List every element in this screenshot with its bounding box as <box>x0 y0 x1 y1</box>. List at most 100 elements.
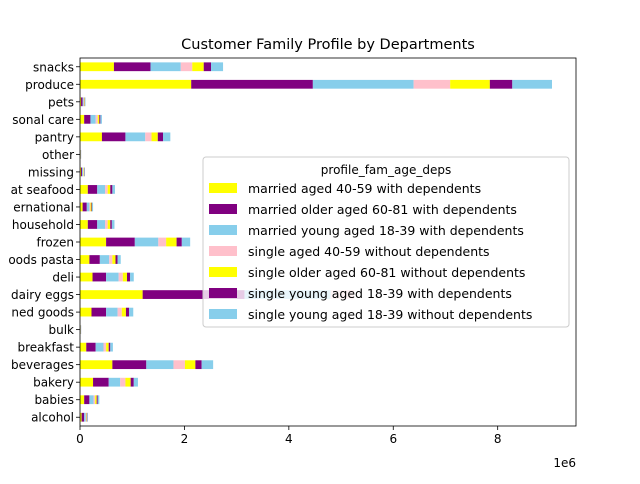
y-tick-label: pantry <box>35 130 74 144</box>
bar-meat-seafood-series-4 <box>108 185 111 194</box>
bar-household-series-4 <box>108 220 111 229</box>
bar-pets-series-2 <box>83 97 84 106</box>
bar-dry-goods-pasta-series-5 <box>116 255 118 264</box>
bar-beverages-series-5 <box>195 360 201 369</box>
y-tick-label: oods pasta <box>8 253 74 267</box>
y-tick-label: ned goods <box>11 306 74 320</box>
bar-personal-care-series-4 <box>98 115 100 124</box>
bar-household-series-1 <box>88 220 97 229</box>
bar-deli-series-0 <box>80 273 93 282</box>
bar-meat-seafood-series-5 <box>110 185 112 194</box>
bar-pantry-series-4 <box>152 132 158 141</box>
bar-pantry-series-2 <box>125 132 145 141</box>
bar-beverages-series-2 <box>146 360 173 369</box>
bar-meat-seafood-series-0 <box>80 185 88 194</box>
bar-alcohol-series-5 <box>87 413 88 422</box>
bar-international-series-2 <box>87 203 90 212</box>
bar-deli-series-5 <box>127 273 130 282</box>
y-tick-label: produce <box>25 78 74 92</box>
bar-pantry-series-5 <box>158 132 163 141</box>
bar-pets-series-1 <box>81 97 83 106</box>
legend-label: married older aged 60-81 with dependents <box>248 202 517 217</box>
bar-babies-series-3 <box>94 395 96 404</box>
bar-produce-series-2 <box>313 80 414 89</box>
y-tick-label: pets <box>48 95 74 109</box>
bar-pets-series-3 <box>84 97 85 106</box>
legend-label: married young aged 18-39 with dependents <box>248 223 524 238</box>
bar-meat-seafood-series-3 <box>105 185 108 194</box>
legend-title: profile_fam_age_deps <box>321 163 451 177</box>
bar-produce-series-3 <box>414 80 451 89</box>
bar-pantry-series-6 <box>163 132 170 141</box>
x-tick-label: 2 <box>181 432 189 446</box>
bar-meat-seafood-series-2 <box>97 185 105 194</box>
bar-beverages-series-0 <box>80 360 112 369</box>
bar-household-series-5 <box>110 220 112 229</box>
x-tick-label: 4 <box>285 432 293 446</box>
bar-bakery-series-2 <box>109 378 120 387</box>
bar-bakery-series-6 <box>134 378 138 387</box>
legend-swatch <box>209 309 237 319</box>
bar-bakery-series-4 <box>125 378 130 387</box>
x-tick-label: 8 <box>494 432 502 446</box>
bar-breakfast-series-6 <box>110 343 113 352</box>
legend-label: married aged 40-59 with dependents <box>248 181 481 196</box>
bar-dry-goods-pasta-series-1 <box>89 255 99 264</box>
bar-pantry-series-1 <box>102 132 125 141</box>
bar-produce-series-5 <box>490 80 512 89</box>
bar-dry-goods-pasta-series-0 <box>80 255 89 264</box>
bar-babies-series-2 <box>89 395 93 404</box>
bar-alcohol-series-6 <box>87 413 88 422</box>
bar-dry-goods-pasta-series-4 <box>112 255 115 264</box>
bar-pantry-series-0 <box>80 132 102 141</box>
bar-personal-care-series-0 <box>80 115 84 124</box>
bar-international-series-1 <box>83 203 87 212</box>
y-axis: alcoholbabiesbakerybeveragesbreakfastbul… <box>8 60 80 424</box>
bar-household-series-0 <box>80 220 88 229</box>
bar-produce-series-6 <box>512 80 552 89</box>
bar-alcohol-series-2 <box>84 413 86 422</box>
bar-babies-series-6 <box>98 395 100 404</box>
bar-canned-goods-series-3 <box>118 308 122 317</box>
bar-missing-series-3 <box>83 168 84 177</box>
bar-missing-series-2 <box>82 168 83 177</box>
chart-title: Customer Family Profile by Departments <box>181 37 475 53</box>
bar-household-series-6 <box>112 220 115 229</box>
bar-breakfast-series-3 <box>103 343 106 352</box>
bar-deli-series-2 <box>106 273 119 282</box>
bar-household-series-3 <box>105 220 108 229</box>
bar-deli-series-6 <box>130 273 134 282</box>
bar-canned-goods-series-0 <box>80 308 91 317</box>
bar-breakfast-series-0 <box>80 343 86 352</box>
y-tick-label: missing <box>28 165 74 179</box>
bar-international-series-3 <box>89 203 90 212</box>
bar-frozen-series-4 <box>166 238 176 247</box>
y-tick-label: sonal care <box>12 113 74 127</box>
bar-babies-series-1 <box>84 395 89 404</box>
bar-canned-goods-series-4 <box>122 308 126 317</box>
bar-international-series-6 <box>92 203 93 212</box>
bar-breakfast-series-5 <box>109 343 111 352</box>
bar-meat-seafood-series-6 <box>112 185 115 194</box>
y-tick-label: frozen <box>36 236 74 250</box>
y-tick-label: deli <box>52 271 74 285</box>
bar-bakery-series-1 <box>93 378 109 387</box>
y-tick-label: babies <box>34 393 74 407</box>
bar-snacks-series-4 <box>192 62 203 71</box>
legend-swatch <box>209 267 237 277</box>
bar-personal-care-series-3 <box>96 115 98 124</box>
y-tick-label: bulk <box>48 323 74 337</box>
bar-breakfast-series-2 <box>96 343 104 352</box>
y-tick-label: alcohol <box>31 411 74 425</box>
bar-dairy-eggs-series-0 <box>80 290 143 299</box>
bar-pets-series-4 <box>84 97 85 106</box>
bar-frozen-series-6 <box>182 238 190 247</box>
bar-breakfast-series-1 <box>86 343 95 352</box>
bar-personal-care-series-5 <box>99 115 100 124</box>
bar-international-series-5 <box>91 203 92 212</box>
x-tick-label: 0 <box>76 432 84 446</box>
bar-dry-goods-pasta-series-6 <box>118 255 121 264</box>
bar-beverages-series-6 <box>202 360 213 369</box>
